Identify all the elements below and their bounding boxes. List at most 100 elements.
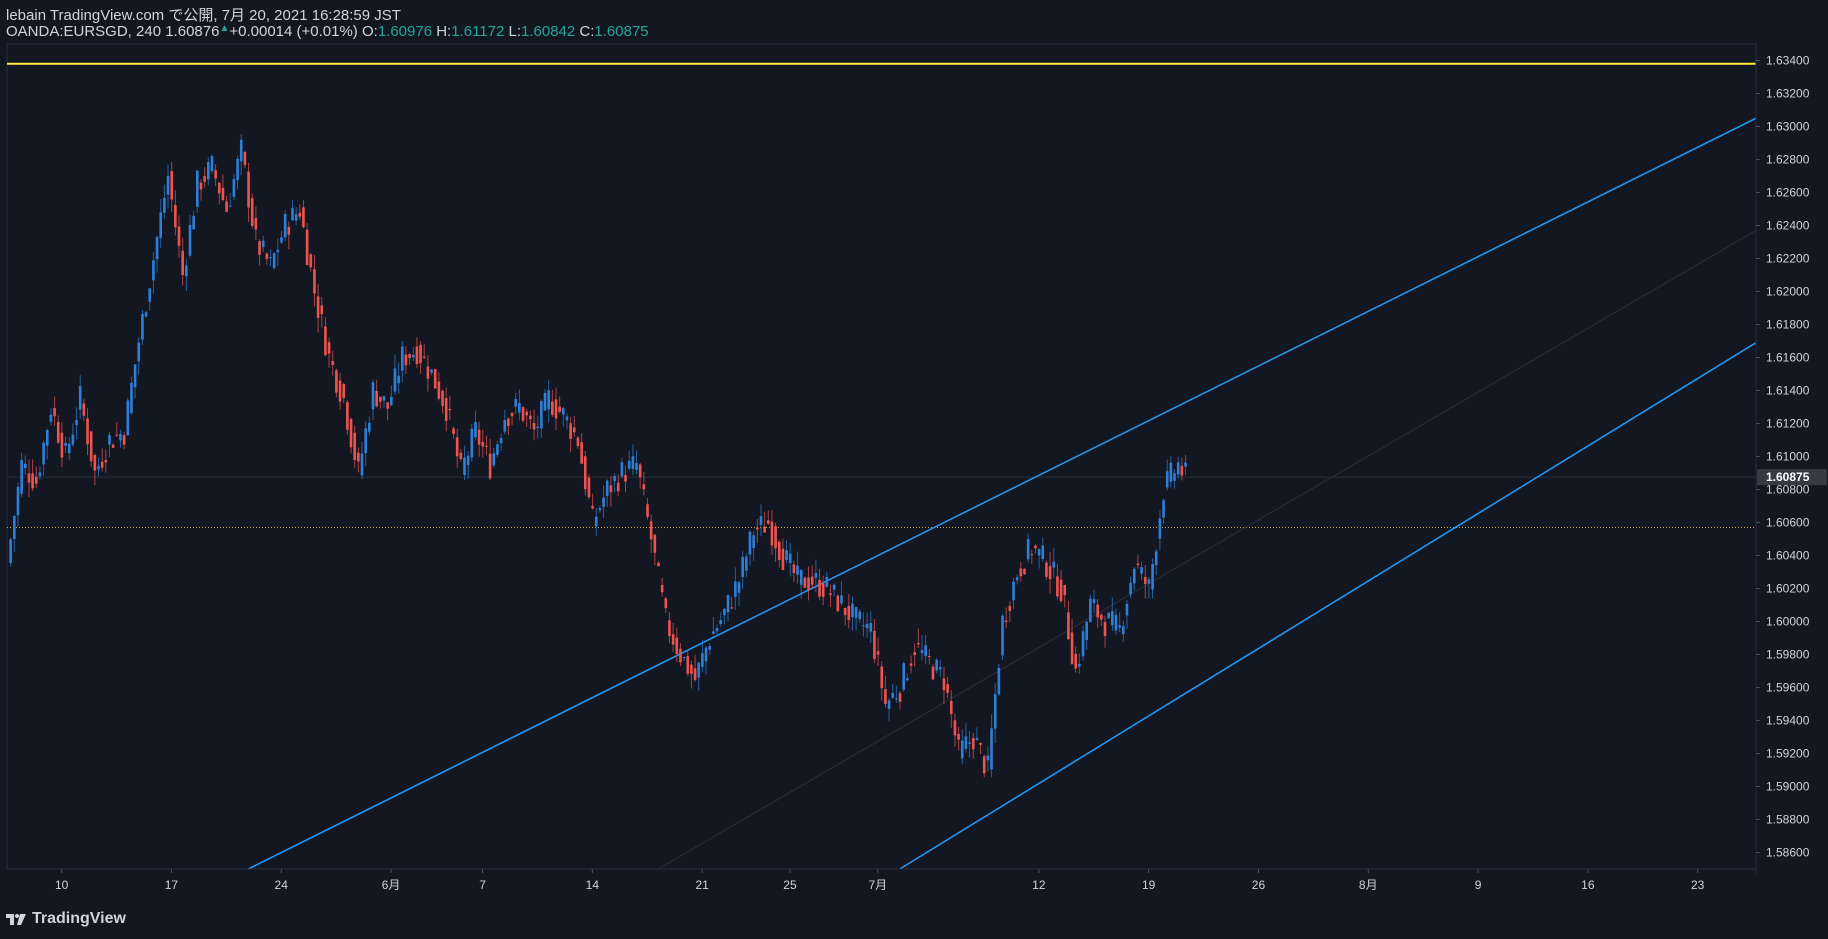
candle-body xyxy=(38,472,42,477)
candle-body xyxy=(635,462,638,470)
candle-body xyxy=(1063,584,1067,596)
candle-body xyxy=(1140,567,1143,574)
candle-body xyxy=(664,598,668,609)
x-tick-label: 25 xyxy=(783,878,797,892)
channel-lower-line[interactable] xyxy=(899,341,1757,870)
candle-body xyxy=(777,541,781,560)
candle-body xyxy=(71,434,75,445)
candle-body xyxy=(928,656,931,658)
candle-body xyxy=(770,521,774,546)
candle-body xyxy=(364,428,367,454)
candle-body xyxy=(254,218,258,230)
candle-body xyxy=(1158,518,1162,539)
candle-body xyxy=(917,642,920,645)
candle-body xyxy=(840,595,843,604)
candle-body xyxy=(514,398,518,407)
candle-body xyxy=(503,420,507,432)
candle-body xyxy=(1059,579,1063,602)
candle-body xyxy=(543,392,547,411)
candle-body xyxy=(788,553,792,564)
candle-body xyxy=(232,179,236,197)
candle-body xyxy=(56,422,60,443)
candle-body xyxy=(93,455,97,471)
candle-body xyxy=(415,346,419,364)
y-tick-label: 1.59000 xyxy=(1766,780,1810,794)
candle-body xyxy=(968,742,971,744)
x-tick-label: 7 xyxy=(479,878,486,892)
candle-body xyxy=(752,535,755,548)
candle-body xyxy=(1118,625,1121,628)
candle-body xyxy=(671,634,675,645)
candle-body xyxy=(357,452,360,462)
candle-body xyxy=(243,152,247,165)
candle-body xyxy=(1089,598,1092,623)
candle-body xyxy=(854,607,858,618)
close-value: 1.60875 xyxy=(594,23,649,40)
candle-body xyxy=(1176,462,1180,475)
candle-body xyxy=(785,550,788,560)
candle-body xyxy=(426,366,430,379)
candle-body xyxy=(276,249,280,253)
candle-body xyxy=(111,444,115,448)
candle-body xyxy=(799,569,803,585)
candle-body xyxy=(53,407,56,417)
channel-mid-line[interactable] xyxy=(657,230,1757,870)
last-price-tag-label: 1.60875 xyxy=(1766,470,1810,484)
candle-body xyxy=(203,176,206,182)
candle-body xyxy=(1184,462,1187,467)
channel-upper-line[interactable] xyxy=(247,117,1757,870)
candle-body xyxy=(525,411,529,416)
candle-body xyxy=(1037,549,1041,556)
candle-body xyxy=(20,460,23,494)
candle-body xyxy=(382,396,386,401)
candle-body xyxy=(712,631,715,634)
candle-body xyxy=(591,506,594,509)
candle-body xyxy=(858,611,862,619)
candle-body xyxy=(708,646,712,650)
candle-body xyxy=(463,457,466,476)
tradingview-logo[interactable]: TradingView xyxy=(6,910,126,928)
candle-body xyxy=(390,396,393,406)
candle-body xyxy=(1180,465,1184,476)
candle-body xyxy=(609,485,613,493)
y-tick-label: 1.58800 xyxy=(1766,813,1810,827)
price-axis[interactable]: 1.63400 1.63200 1.63000 1.62800 1.62600 1.624… xyxy=(1755,44,1827,875)
candle-body xyxy=(975,737,979,741)
candles-layer xyxy=(9,134,1187,778)
candle-body xyxy=(108,435,111,445)
candle-body xyxy=(97,466,100,470)
candle-body xyxy=(913,652,916,656)
candle-body xyxy=(100,461,104,468)
candle-body xyxy=(13,515,16,539)
last-price: 1.60876 xyxy=(165,23,220,40)
candle-body xyxy=(481,442,485,447)
candle-body xyxy=(485,445,488,447)
candle-body xyxy=(851,603,854,618)
candle-body xyxy=(155,237,159,260)
candle-body xyxy=(411,354,415,358)
candle-body xyxy=(653,534,657,553)
candle-body xyxy=(997,667,1001,695)
y-tick-label: 1.63400 xyxy=(1766,54,1810,68)
symbol-label[interactable]: OANDA:EURSGD, 240 xyxy=(6,23,162,40)
candle-body xyxy=(979,742,982,745)
candle-body xyxy=(283,213,287,238)
candle-body xyxy=(1074,653,1078,669)
candle-body xyxy=(433,369,437,389)
open-label: O: xyxy=(361,23,378,40)
candle-body xyxy=(982,756,986,774)
candle-body xyxy=(1041,545,1045,559)
last-price-tag xyxy=(1757,469,1827,486)
y-tick-label: 1.59400 xyxy=(1766,714,1810,728)
candle-body xyxy=(715,628,719,632)
time-axis[interactable]: 10 17 24 6月 7 14 21 25 7月 12 19 26 8月 9 16 23 xyxy=(7,868,1756,892)
candle-body xyxy=(499,438,503,444)
candle-body xyxy=(971,738,975,750)
candle-body xyxy=(810,576,814,585)
candle-body xyxy=(781,548,785,571)
candle-body xyxy=(313,269,316,294)
candle-body xyxy=(580,442,583,464)
publisher-text: lebain TradingView.com で公開, 7月 20, 2021 … xyxy=(6,7,401,24)
